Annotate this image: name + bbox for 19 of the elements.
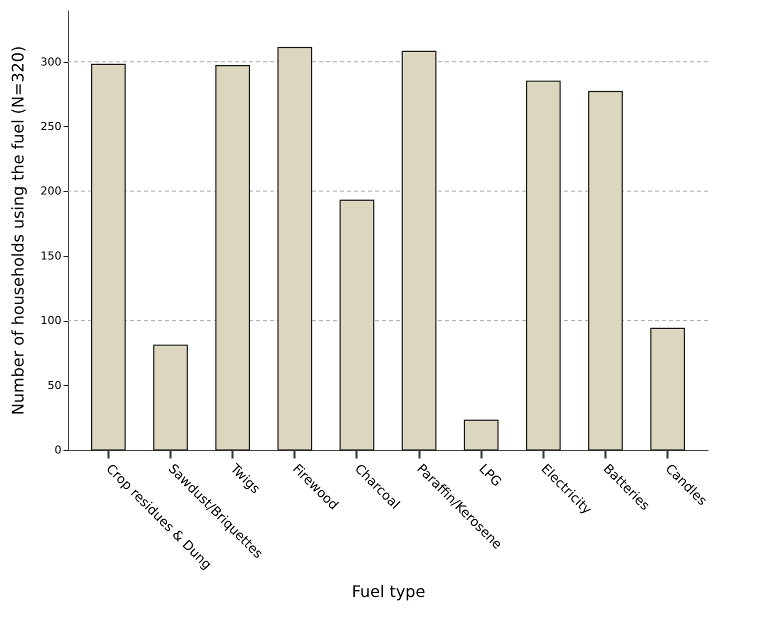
bar — [650, 328, 685, 451]
bar — [402, 50, 436, 451]
y-tick-label: 200 — [40, 184, 62, 198]
bar — [215, 65, 250, 451]
bar — [153, 344, 188, 451]
y-tick-label: 150 — [40, 249, 62, 262]
y-tick-label: 100 — [40, 314, 62, 328]
y-tick-label: 50 — [48, 378, 62, 392]
x-axis-title: Fuel type — [352, 582, 426, 602]
bar — [277, 46, 312, 451]
bar — [526, 80, 561, 451]
bar — [588, 90, 623, 451]
y-tick-label: 0 — [54, 444, 62, 456]
y-tick-label: 250 — [40, 120, 62, 133]
bar — [340, 200, 374, 451]
y-tick-label: 300 — [40, 55, 62, 68]
bar — [464, 420, 499, 451]
bar — [91, 64, 126, 451]
y-axis-title: Number of households using the fuel (N=320) — [8, 46, 28, 416]
